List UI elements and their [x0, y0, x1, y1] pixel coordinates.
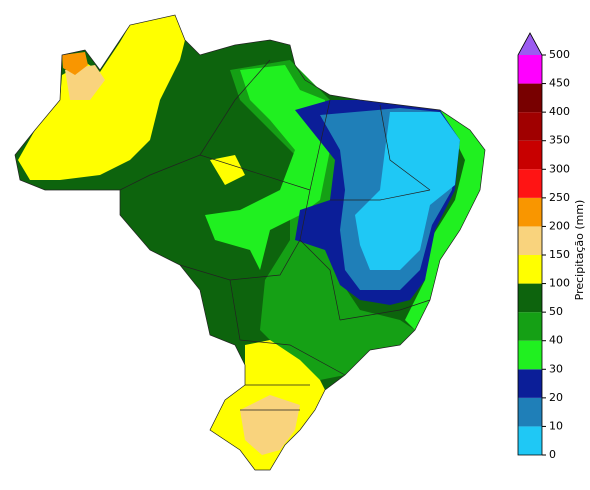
region-yellow-central	[210, 155, 245, 185]
colorbar-segment	[518, 55, 542, 84]
colorbar-segment	[518, 426, 542, 455]
colorbar-segment	[518, 169, 542, 198]
region-bright-green	[205, 65, 330, 270]
colorbar-tick-label: 10	[549, 419, 563, 432]
colorbar-tick-label: 450	[549, 77, 570, 90]
colorbar-tick-label: 30	[549, 362, 563, 375]
region-orange	[62, 52, 88, 75]
colorbar-segment	[518, 312, 542, 341]
region-cyan	[355, 112, 460, 270]
colorbar-segment	[518, 340, 542, 370]
colorbar-segment	[518, 255, 542, 284]
colorbar-label: Precipitação (mm)	[573, 200, 586, 301]
colorbar: 0 10 20 30 40 50 100 150 200 250 300 350 400 450 500	[517, 32, 570, 461]
colorbar-tick-label: 50	[549, 305, 563, 318]
state-borders	[14, 14, 486, 471]
colorbar-tick-label: 400	[549, 105, 570, 118]
colorbar-segment	[518, 283, 542, 313]
colorbar-extend	[518, 33, 542, 55]
colorbar-segment	[518, 140, 542, 170]
colorbar-tick-label: 300	[549, 162, 570, 175]
brazil-map	[14, 14, 486, 471]
colorbar-tick-label: 40	[549, 334, 563, 347]
region-yellow-north	[18, 15, 185, 180]
colorbar-tick-label: 150	[549, 248, 570, 261]
colorbar-segment	[518, 226, 542, 255]
colorbar-tick-label: 0	[549, 448, 556, 461]
colorbar-segment	[518, 83, 542, 113]
colorbar-tick-label: 250	[549, 191, 570, 204]
colorbar-frame	[517, 32, 543, 456]
colorbar-segment	[518, 369, 542, 398]
colorbar-tick-label: 200	[549, 219, 570, 232]
colorbar-segment	[518, 397, 542, 427]
colorbar-tick-label: 100	[549, 277, 570, 290]
colorbar-tick-label: 350	[549, 134, 570, 147]
colorbar-tick-label: 500	[549, 48, 570, 61]
colorbar-tick-label: 20	[549, 391, 563, 404]
colorbar-segment	[518, 112, 542, 141]
colorbar-segment	[518, 197, 542, 227]
region-bright-green-east	[405, 110, 485, 330]
